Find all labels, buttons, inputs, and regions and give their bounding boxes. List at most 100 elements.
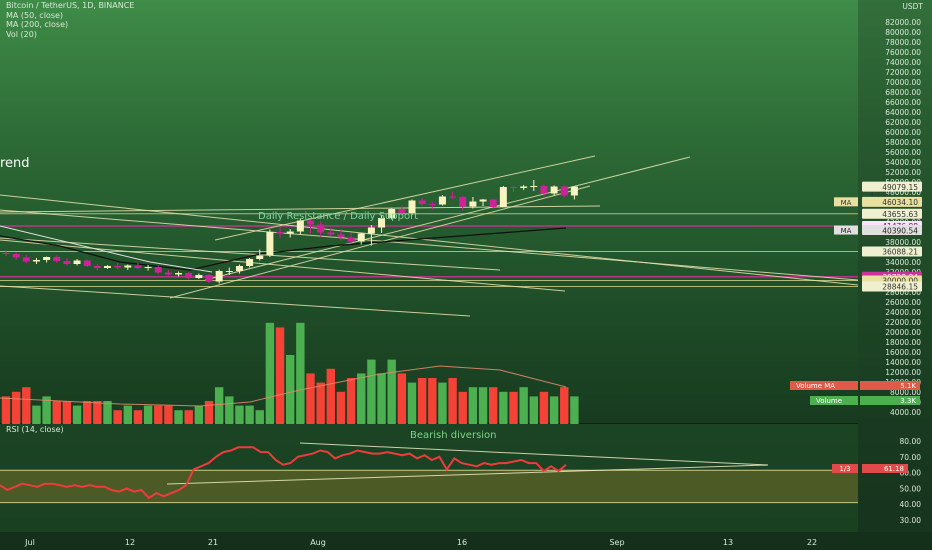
rsi-tick-label: 70.00 xyxy=(900,453,922,462)
price-tick-label: 58000.00 xyxy=(885,138,921,147)
candle-body xyxy=(83,260,91,266)
price-tick-label: 12000.00 xyxy=(885,368,921,377)
candle-body xyxy=(195,275,203,278)
trend-line xyxy=(166,464,769,485)
volume-bar xyxy=(560,387,569,424)
candle-body xyxy=(73,260,81,264)
price-tick-label: 28000.00 xyxy=(885,288,921,297)
ma50-line xyxy=(0,225,213,273)
price-tick-label: 22000.00 xyxy=(885,318,921,327)
bearish-divergence-annotation[interactable]: Bearish diversion xyxy=(410,430,497,441)
candle-body xyxy=(418,200,426,204)
price-tick-label: 68000.00 xyxy=(885,88,921,97)
price-tick-label: 82000.00 xyxy=(885,18,921,27)
volume-bar xyxy=(93,401,102,424)
price-tick-label: 4000.00 xyxy=(890,408,921,417)
candle-body xyxy=(520,186,528,188)
volume-bar xyxy=(235,405,244,424)
time-tick-label: 21 xyxy=(208,538,218,547)
volume-bar xyxy=(245,405,254,424)
candle-body xyxy=(144,267,152,268)
time-tick-label: 16 xyxy=(457,538,467,547)
price-tag-label: 40390.54 xyxy=(882,226,918,235)
volume-bar xyxy=(306,373,315,424)
candle-body xyxy=(12,254,20,258)
candle-body xyxy=(2,253,10,254)
volume-bar xyxy=(143,405,153,424)
volume-bar xyxy=(428,378,437,424)
rsi-pane-bg xyxy=(0,424,858,550)
volume-bar xyxy=(174,410,183,424)
price-tag-label: 28846.15 xyxy=(882,283,918,292)
price-tag-label: 43655.63 xyxy=(882,210,918,219)
candle-body xyxy=(378,218,386,228)
ma200-legend[interactable]: MA (200, close) xyxy=(6,20,69,29)
candle-body xyxy=(499,187,507,207)
volume-bar xyxy=(1,396,11,424)
price-tick-label: 64000.00 xyxy=(885,108,921,117)
price-tag-label: 46034.10 xyxy=(882,198,918,207)
rsi-legend[interactable]: RSI (14, close) xyxy=(6,425,64,434)
price-tag xyxy=(862,208,922,219)
candle-body xyxy=(205,275,213,282)
candle-body xyxy=(256,255,264,259)
candle-body xyxy=(215,271,223,282)
volume-tag xyxy=(810,396,858,405)
candle-body xyxy=(479,199,487,202)
symbol-title[interactable]: Bitcoin / TetherUS, 1D, BINANCE xyxy=(6,1,135,10)
volume-bar xyxy=(468,387,478,424)
volume-bar xyxy=(367,359,376,424)
rsi-tick-label: 50.00 xyxy=(900,484,922,493)
volume-bar xyxy=(296,322,305,424)
daily-resistance-support-annotation[interactable]: Daily Resistance / Daily Support xyxy=(258,211,419,222)
volume-bar xyxy=(448,378,457,424)
trend-line xyxy=(204,156,691,281)
volume-bar xyxy=(265,322,275,424)
candle-body xyxy=(164,272,172,275)
volume-bar xyxy=(326,368,335,424)
trend-line xyxy=(214,155,596,241)
price-tick-label: 72000.00 xyxy=(885,68,921,77)
time-tick-label: 13 xyxy=(723,538,733,547)
price-tick-label: 24000.00 xyxy=(885,308,921,317)
ma50-legend[interactable]: MA (50, close) xyxy=(6,10,64,20)
candle-body xyxy=(175,273,183,275)
volume-bar xyxy=(499,391,508,424)
volume-bar xyxy=(489,387,498,424)
volume-bar xyxy=(184,410,193,424)
price-tag xyxy=(862,225,922,236)
price-tick-label: 16000.00 xyxy=(885,348,921,357)
volume-bar xyxy=(458,391,467,424)
trend-annotation[interactable]: rend xyxy=(0,156,30,171)
price-tag xyxy=(862,181,922,192)
rsi-value-tag xyxy=(862,464,908,473)
volume-ma-tag-label: Volume MA xyxy=(796,382,835,390)
price-tick-label: 18000.00 xyxy=(885,338,921,347)
volume-bar xyxy=(123,405,132,424)
volume-ma-value-tag xyxy=(860,381,920,390)
time-tick-label: Sep xyxy=(609,538,624,547)
candle-body xyxy=(296,220,304,232)
vol-legend[interactable]: Vol (20) xyxy=(6,29,37,39)
volume-bar xyxy=(316,382,325,424)
volume-bar xyxy=(417,378,427,424)
volume-bar xyxy=(407,382,417,424)
price-tick-label: 66000.00 xyxy=(885,98,921,107)
volume-bar xyxy=(52,401,61,424)
candle-body xyxy=(469,201,477,207)
price-tick-label: 54000.00 xyxy=(885,158,921,167)
ma-tag xyxy=(834,225,858,235)
volume-bar xyxy=(62,401,72,424)
price-tick-label: 52000.00 xyxy=(885,168,921,177)
price-tag-label: 30000.00 xyxy=(882,277,918,286)
volume-bar xyxy=(255,410,264,424)
trend-line xyxy=(299,442,769,466)
volume-bar xyxy=(397,373,407,424)
volume-bar xyxy=(529,396,538,424)
candle-body xyxy=(185,273,193,278)
price-tick-label: 48000.00 xyxy=(885,188,921,197)
candle-body xyxy=(357,233,365,242)
price-tag xyxy=(862,246,922,257)
